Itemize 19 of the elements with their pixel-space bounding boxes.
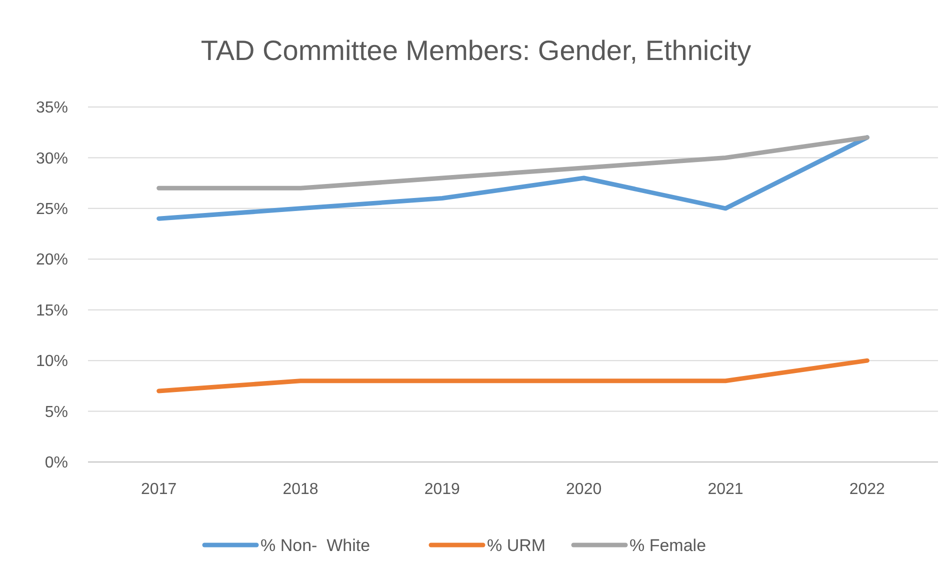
x-tick-label: 2021 bbox=[708, 481, 744, 498]
x-tick-label: 2019 bbox=[424, 481, 460, 498]
x-tick-label: 2022 bbox=[849, 481, 886, 498]
chart-title: TAD Committee Members: Gender, Ethnicity bbox=[200, 35, 752, 66]
x-tick-label: 2017 bbox=[141, 481, 177, 498]
y-tick-label: 35% bbox=[36, 100, 68, 117]
y-tick-label: 10% bbox=[36, 353, 68, 370]
y-tick-label: 25% bbox=[36, 201, 68, 218]
legend-label: % URM bbox=[487, 536, 546, 555]
legend-label: % Female bbox=[630, 536, 706, 555]
line-series bbox=[156, 135, 870, 190]
x-tick-label: 2020 bbox=[566, 481, 602, 498]
legend-label: % Non- White bbox=[260, 536, 370, 555]
y-tick-label: 20% bbox=[36, 252, 68, 269]
y-tick-label: 0% bbox=[44, 454, 68, 472]
y-tick-label: 15% bbox=[36, 302, 68, 320]
y-tick-label: 5% bbox=[44, 404, 68, 421]
x-tick-label: 2018 bbox=[282, 481, 318, 498]
y-tick-label: 30% bbox=[36, 150, 68, 168]
